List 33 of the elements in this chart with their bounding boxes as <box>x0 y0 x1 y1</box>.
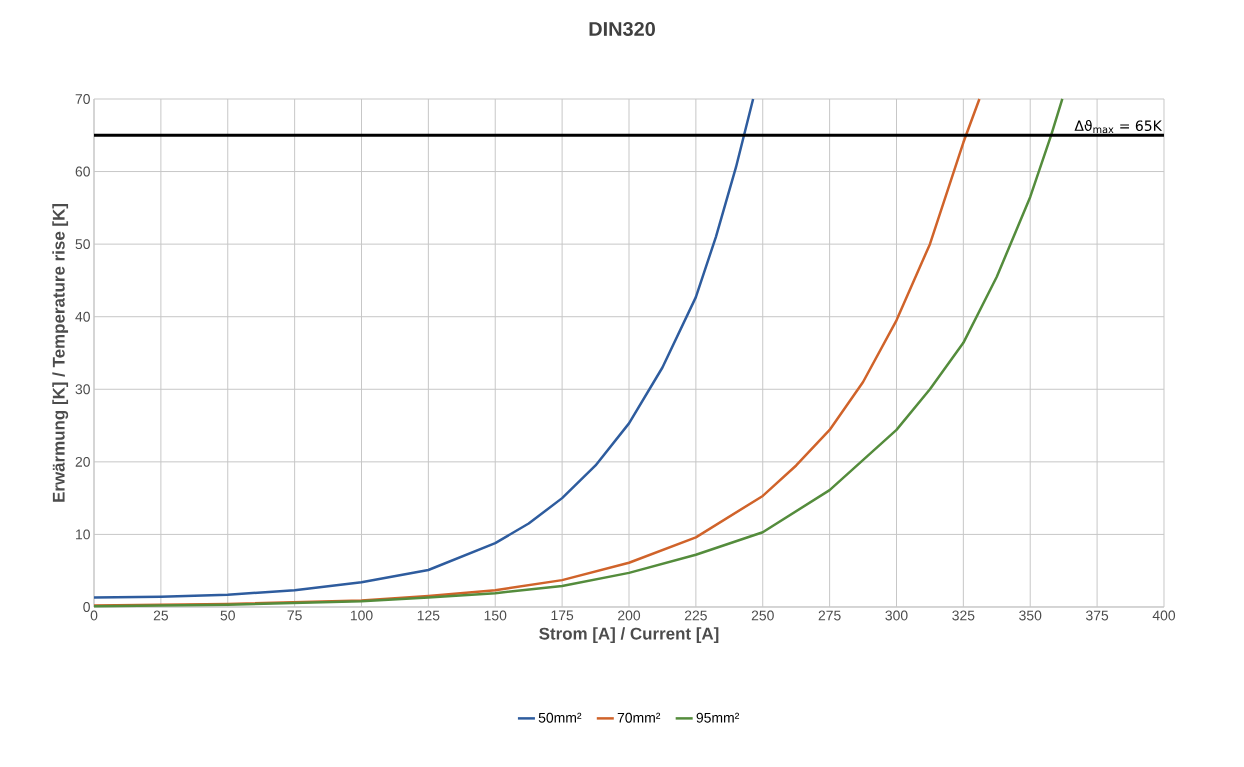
y-tick-label: 70 <box>75 94 90 104</box>
line-series <box>92 97 755 599</box>
legend-label: 95mm² <box>696 712 740 723</box>
y-tick-label: 10 <box>76 529 90 540</box>
x-tick-label: 300 <box>885 610 908 621</box>
x-tick-label: 275 <box>818 610 841 621</box>
x-tick-label: 75 <box>287 610 302 621</box>
x-tick-label: 25 <box>153 610 169 621</box>
x-tick-label: 50 <box>220 610 235 621</box>
y-tick-label: 20 <box>75 456 90 467</box>
x-tick-label: 375 <box>1086 610 1109 621</box>
x-tick-label: 250 <box>751 610 774 621</box>
legend-label: 50mm² <box>538 712 582 723</box>
x-tick-label: 125 <box>417 610 440 621</box>
y-tick-label: 0 <box>83 602 90 612</box>
x-tick-label: 175 <box>551 610 574 621</box>
y-tick-label: 60 <box>75 166 90 177</box>
x-tick-label: 225 <box>684 610 707 621</box>
x-tick-label: 0 <box>90 610 98 621</box>
y-tick-label: 30 <box>75 384 90 395</box>
x-tick-label: 400 <box>1152 610 1176 621</box>
chart-title: DIN320 <box>589 21 655 37</box>
x-tick-label: 200 <box>618 610 641 621</box>
x-axis-title: Strom [A] / Current [A] <box>539 627 719 644</box>
x-tick-label: 350 <box>1019 610 1042 621</box>
x-tick-label: 325 <box>952 610 975 621</box>
ref-line-label: Δϑ$_{max}$ = 65K <box>1074 120 1163 134</box>
legend-label: 70mm² <box>617 712 661 723</box>
x-tick-label: 100 <box>350 610 373 621</box>
y-tick-label: 40 <box>75 311 90 322</box>
y-tick-label: 50 <box>75 239 90 250</box>
x-tick-label: 150 <box>484 610 507 621</box>
y-axis-title: Erwärmung [K] / Temperature rise [K] <box>52 204 69 502</box>
